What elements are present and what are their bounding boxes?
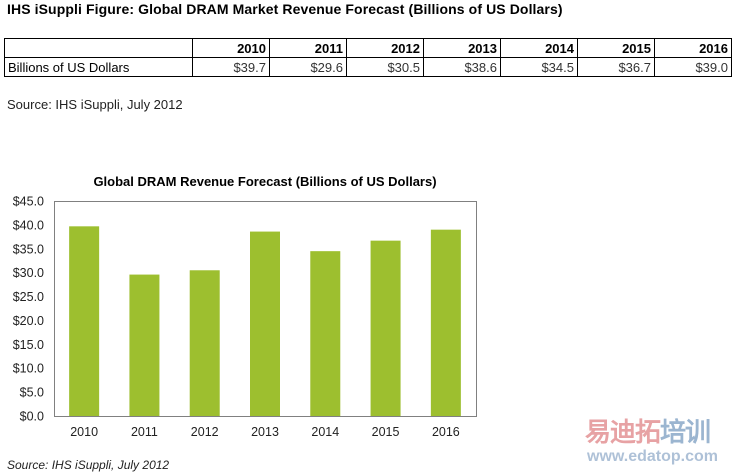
table-header-cell: [4, 38, 193, 58]
figure-title: IHS iSuppli Figure: Global DRAM Market R…: [7, 1, 563, 17]
x-tick-label: 2016: [432, 425, 460, 439]
bar-2013: [250, 231, 280, 416]
table-header-cell: 2015: [577, 38, 655, 58]
y-tick-label: $20.0: [13, 314, 44, 328]
table-cell: $38.6: [423, 57, 501, 77]
table-cell: $39.0: [654, 57, 732, 77]
y-tick-label: $10.0: [13, 362, 44, 376]
bar-2011: [129, 274, 160, 416]
source-note-bottom: Source: IHS iSuppli, July 2012: [7, 458, 170, 472]
table-cell: $34.5: [500, 57, 578, 77]
plot-area-frame: [54, 201, 477, 417]
bar-2014: [310, 251, 341, 416]
watermark-logo: 易迪拓培训 www.edatop.com: [585, 408, 733, 472]
chart-title: Global DRAM Revenue Forecast (Billions o…: [93, 174, 437, 189]
table-row-label: Billions of US Dollars: [4, 57, 193, 77]
table-header-cell: 2012: [346, 38, 424, 58]
bar-2012: [189, 270, 220, 416]
table-cell: $39.7: [192, 57, 270, 77]
watermark-text: 易迪拓培训: [585, 418, 711, 448]
y-tick-label: $45.0: [13, 195, 44, 209]
x-tick-label: 2010: [70, 425, 98, 439]
source-note-top: Source: IHS iSuppli, July 2012: [7, 97, 183, 112]
y-tick-label: $35.0: [13, 242, 44, 256]
bar-2010: [69, 226, 100, 416]
y-tick-label: $30.0: [13, 266, 44, 280]
data-table: 2010 2011 2012 2013 2014 2015 2016 Billi…: [4, 38, 732, 77]
table-header-cell: 2011: [269, 38, 347, 58]
table-header-cell: 2013: [423, 38, 501, 58]
bars-group: [69, 226, 461, 416]
x-tick-label: 2013: [251, 425, 279, 439]
y-tick-label: $25.0: [13, 290, 44, 304]
y-tick-label: $0.0: [20, 410, 44, 424]
x-tick-label: 2014: [311, 425, 339, 439]
table-header-cell: 2014: [500, 38, 578, 58]
table-header-cell: 2010: [192, 38, 270, 58]
x-tick-label: 2011: [131, 425, 158, 439]
bar-chart: $0.0 $5.0 $10.0 $15.0 $20.0 $25.0 $30.0 $35.0 $4…: [13, 195, 477, 439]
table-cell: $36.7: [577, 57, 655, 77]
y-tick-label: $40.0: [13, 218, 44, 232]
y-axis-ticks: $0.0 $5.0 $10.0 $15.0 $20.0 $25.0 $30.0 $35.0 $4…: [13, 195, 44, 424]
table-row: Billions of US Dollars $39.7 $29.6 $30.5…: [4, 57, 732, 77]
table-header-cell: 2016: [654, 38, 732, 58]
bar-2015: [370, 240, 401, 416]
y-tick-label: $5.0: [20, 386, 44, 400]
table-cell: $30.5: [346, 57, 424, 77]
table-header-row: 2010 2011 2012 2013 2014 2015 2016: [4, 38, 732, 58]
table-cell: $29.6: [269, 57, 347, 77]
watermark-url: www.edatop.com: [587, 448, 718, 465]
x-tick-label: 2012: [191, 425, 219, 439]
y-tick-label: $15.0: [13, 338, 44, 352]
bar-2016: [430, 229, 461, 416]
x-tick-label: 2015: [372, 425, 400, 439]
x-axis-ticks: 2010 2011 2012 2013 2014 2015 2016: [70, 425, 460, 439]
